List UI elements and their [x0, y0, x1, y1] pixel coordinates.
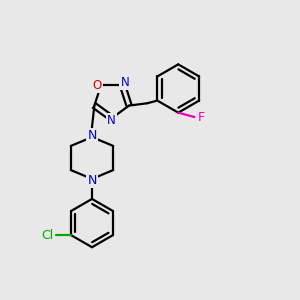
- Text: N: N: [87, 129, 97, 142]
- Text: N: N: [107, 114, 116, 127]
- Text: N: N: [120, 76, 129, 89]
- Text: N: N: [87, 174, 97, 187]
- Text: F: F: [197, 111, 205, 124]
- Text: Cl: Cl: [41, 229, 54, 242]
- Text: O: O: [93, 79, 102, 92]
